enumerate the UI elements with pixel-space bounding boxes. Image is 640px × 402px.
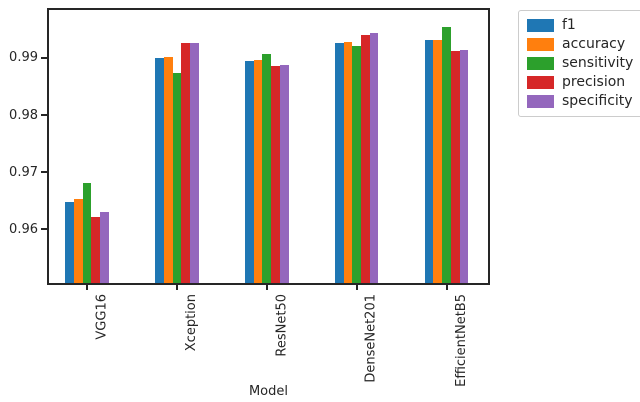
bar-sensitivity-DenseNet201	[352, 45, 361, 283]
legend-swatch-icon	[527, 95, 554, 108]
bar-sensitivity-Xception	[172, 72, 182, 283]
x-tick-mark	[86, 285, 88, 290]
y-tick-label: 0.97	[9, 164, 38, 180]
bar-sensitivity-ResNet50	[262, 53, 272, 283]
bar-precision-Xception	[181, 43, 190, 283]
bar-precision-EfficientNetB5	[450, 51, 460, 283]
x-tick-label-VGG16: VGG16	[94, 294, 110, 340]
bar-f1-DenseNet201	[334, 42, 344, 283]
y-tick-mark	[41, 228, 47, 231]
bar-specificity-ResNet50	[279, 64, 289, 283]
bar-accuracy-VGG16	[73, 199, 83, 283]
legend: f1 accuracy sensitivity precision specificit…	[518, 10, 640, 117]
x-tick-mark	[445, 285, 448, 290]
legend-label: precision	[562, 74, 626, 90]
legend-label: specificity	[562, 93, 633, 109]
bar-accuracy-ResNet50	[253, 59, 263, 283]
bar-precision-DenseNet201	[360, 35, 370, 283]
legend-label: accuracy	[562, 36, 626, 52]
bar-accuracy-EfficientNetB5	[433, 40, 443, 283]
x-tick-label-Xception: Xception	[184, 294, 200, 352]
y-tick-label: 0.99	[9, 50, 38, 66]
bar-accuracy-DenseNet201	[343, 41, 353, 283]
bar-specificity-Xception	[189, 42, 199, 283]
y-tick-label: 0.96	[9, 221, 38, 237]
bar-f1-Xception	[155, 57, 164, 283]
bar-f1-EfficientNetB5	[424, 39, 434, 283]
legend-item-accuracy: accuracy	[527, 35, 640, 54]
x-tick-mark	[175, 285, 178, 290]
legend-item-sensitivity: sensitivity	[527, 54, 640, 73]
y-tick-mark	[41, 56, 47, 59]
y-tick-mark	[41, 114, 47, 117]
bar-specificity-VGG16	[100, 211, 109, 283]
legend-item-f1: f1	[527, 16, 640, 35]
legend-label: sensitivity	[562, 55, 634, 71]
legend-swatch-icon	[527, 38, 554, 51]
legend-swatch-icon	[527, 57, 554, 70]
bar-specificity-DenseNet201	[369, 32, 379, 283]
x-axis-title: Model	[248, 384, 289, 399]
bar-accuracy-Xception	[163, 57, 173, 283]
x-tick-label-DenseNet201: DenseNet201	[364, 294, 380, 383]
x-tick-mark	[355, 285, 358, 290]
y-tick-label: 0.98	[9, 107, 38, 123]
y-tick-mark	[41, 171, 47, 174]
legend-swatch-icon	[527, 76, 554, 89]
legend-item-specificity: specificity	[527, 92, 640, 111]
bar-sensitivity-VGG16	[82, 183, 92, 283]
bar-f1-VGG16	[65, 201, 74, 283]
legend-label: f1	[562, 17, 576, 33]
x-tick-label-EfficientNetB5: EfficientNetB5	[454, 294, 469, 387]
bar-precision-VGG16	[91, 217, 101, 283]
bar-specificity-EfficientNetB5	[459, 49, 469, 283]
bar-f1-ResNet50	[245, 60, 254, 283]
x-tick-mark	[265, 285, 268, 290]
legend-item-precision: precision	[527, 73, 640, 92]
bar-precision-ResNet50	[271, 65, 280, 283]
legend-swatch-icon	[527, 19, 554, 32]
x-tick-label-ResNet50: ResNet50	[274, 294, 290, 357]
bar-sensitivity-EfficientNetB5	[442, 26, 451, 283]
